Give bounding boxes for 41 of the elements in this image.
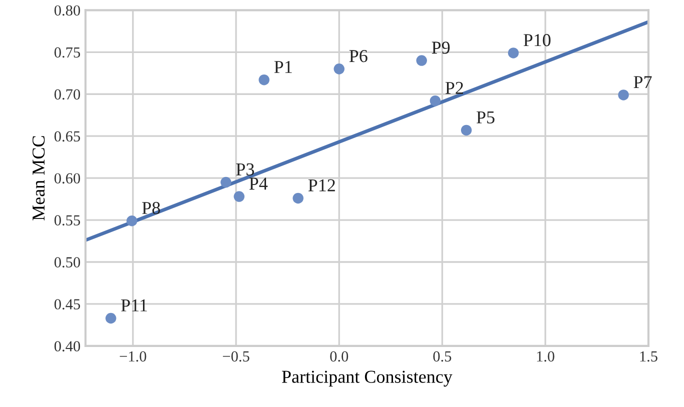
x-tick-label: 1.5 — [640, 351, 658, 362]
point — [258, 74, 270, 86]
annotation: P4 — [249, 178, 268, 190]
x-tick-label: 1.0 — [537, 351, 554, 362]
point — [334, 64, 345, 74]
y-axis-title: Mean MCC — [32, 136, 45, 220]
point — [220, 176, 232, 188]
y-tick-label: 0.55 — [54, 215, 80, 226]
point — [416, 55, 427, 66]
annotation: P7 — [634, 76, 652, 88]
x-tick-label: −1.0 — [120, 351, 146, 362]
y-tick-label: 0.45 — [54, 299, 80, 310]
y-tick-label: 0.70 — [54, 89, 80, 100]
y-tick-label: 0.50 — [54, 257, 80, 268]
y-tick-label: 0.75 — [54, 47, 80, 58]
annotation: P8 — [142, 202, 160, 214]
annotation: P9 — [432, 42, 450, 54]
x-tick-label: 0.5 — [433, 351, 452, 362]
point — [460, 124, 472, 136]
annotation: P5 — [476, 111, 494, 124]
point — [126, 215, 138, 226]
y-tick-label: 0.60 — [54, 173, 80, 184]
y-tick-label: 0.40 — [54, 341, 80, 352]
y-tick-label: 0.80 — [54, 5, 80, 16]
point — [234, 191, 244, 202]
annotation: P11 — [121, 299, 147, 312]
point — [105, 312, 116, 324]
annotation: P2 — [445, 82, 464, 94]
y-tick-label: 0.65 — [54, 131, 80, 142]
point — [430, 95, 441, 106]
x-axis-title: Participant Consistency — [282, 370, 452, 387]
annotation: P3 — [236, 163, 254, 176]
point — [618, 90, 629, 100]
annotation: P1 — [274, 60, 292, 73]
x-tick-label: −0.5 — [222, 351, 250, 362]
point — [508, 48, 519, 58]
x-tick-label: 0.0 — [330, 351, 348, 362]
annotation: P10 — [524, 34, 550, 46]
annotation: P6 — [349, 50, 368, 62]
annotation: P12 — [308, 179, 335, 192]
point — [292, 192, 304, 204]
